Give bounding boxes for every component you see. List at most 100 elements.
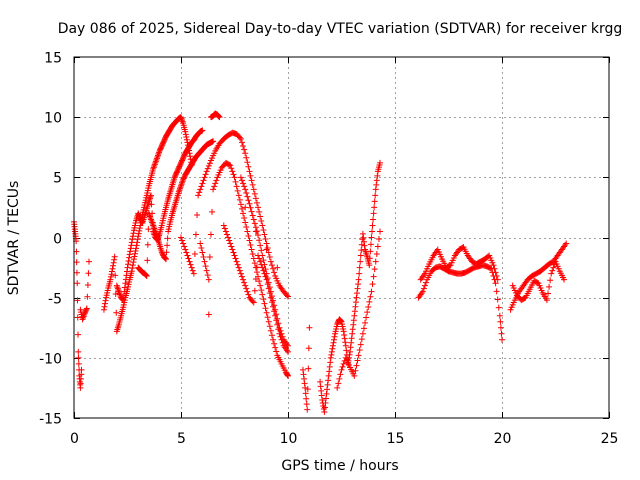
data-point-marker	[268, 293, 275, 300]
data-point-marker	[369, 222, 376, 229]
data-point-marker	[264, 275, 271, 282]
data-point-marker	[197, 186, 204, 193]
data-point-marker	[325, 372, 332, 379]
data-point-marker	[321, 408, 328, 415]
series-arc-h	[237, 174, 291, 349]
x-tick-label: 25	[601, 431, 619, 447]
y-tick-label: 0	[53, 232, 62, 248]
data-point-marker	[253, 199, 260, 206]
data-point-marker	[100, 306, 107, 313]
data-point-marker	[267, 258, 274, 265]
data-point-marker	[367, 241, 374, 248]
data-point-marker	[207, 231, 214, 238]
data-point-marker	[369, 281, 376, 288]
data-point-marker	[328, 351, 335, 358]
data-point-marker	[355, 276, 362, 283]
data-point-marker	[123, 268, 130, 275]
data-point-marker	[206, 254, 213, 261]
data-point-marker	[265, 249, 272, 256]
data-point-marker	[262, 266, 269, 273]
data-point-marker	[265, 279, 272, 286]
data-point-marker	[222, 228, 229, 235]
data-point-marker	[252, 228, 259, 235]
data-point-marker	[252, 195, 259, 202]
data-point-marker	[123, 272, 130, 279]
data-point-marker	[226, 237, 233, 244]
data-point-marker	[256, 255, 263, 262]
data-point-marker	[320, 405, 327, 412]
data-point-marker	[261, 231, 268, 238]
data-point-marker	[210, 186, 217, 193]
data-point-marker	[264, 314, 271, 321]
data-point-marker	[563, 240, 570, 247]
data-point-marker	[238, 139, 245, 146]
data-point-marker	[373, 177, 380, 184]
data-point-marker	[183, 136, 190, 143]
data-point-marker	[370, 210, 377, 217]
data-point-marker	[348, 339, 355, 346]
data-point-marker	[163, 249, 170, 256]
data-point-marker	[198, 245, 205, 252]
data-point-marker	[249, 298, 256, 305]
y-tick-label: 15	[44, 51, 62, 67]
data-point-marker	[347, 348, 354, 355]
data-point-marker	[101, 303, 108, 310]
data-point-marker	[128, 242, 135, 249]
data-point-marker	[257, 282, 264, 289]
data-point-marker	[73, 259, 80, 266]
data-point-marker	[247, 204, 254, 211]
data-point-marker	[192, 231, 199, 238]
data-point-marker	[178, 234, 184, 241]
data-point-marker	[199, 180, 206, 187]
data-point-marker	[130, 230, 137, 237]
data-point-marker	[266, 284, 273, 291]
data-point-marker	[357, 341, 364, 348]
series-arc-o	[509, 258, 568, 304]
data-point-marker	[259, 222, 266, 229]
data-point-marker	[252, 276, 259, 283]
x-tick-label: 20	[494, 431, 512, 447]
data-point-marker	[260, 226, 267, 233]
data-point-marker	[494, 296, 501, 303]
y-tick-label: -10	[39, 352, 62, 368]
data-point-marker	[550, 264, 557, 271]
data-point-marker	[182, 131, 189, 138]
series-arc-j	[299, 159, 384, 415]
data-point-marker	[200, 254, 207, 261]
data-point-marker	[235, 264, 242, 271]
data-point-marker	[229, 168, 236, 175]
data-point-marker	[109, 265, 116, 272]
series-arc-f	[197, 159, 291, 379]
data-point-marker	[257, 242, 264, 249]
data-point-marker	[209, 208, 216, 215]
data-point-marker	[204, 272, 211, 279]
data-point-marker	[237, 135, 244, 142]
data-point-marker	[228, 165, 235, 172]
data-point-marker	[353, 294, 360, 301]
data-point-marker	[227, 162, 234, 169]
data-point-marker	[371, 198, 378, 205]
data-point-marker	[262, 305, 269, 312]
data-point-marker	[356, 264, 363, 271]
data-point-marker	[148, 192, 155, 199]
data-point-marker	[179, 237, 186, 244]
data-point-marker	[227, 240, 234, 247]
data-point-marker	[374, 172, 381, 179]
data-point-marker	[241, 146, 248, 153]
series-arc-b	[113, 127, 206, 304]
data-point-marker	[304, 386, 311, 393]
data-point-marker	[241, 183, 248, 190]
data-point-marker	[354, 290, 361, 297]
data-point-marker	[164, 242, 171, 249]
y-axis-label: SDTVAR / TECUs	[6, 181, 22, 296]
data-point-marker	[248, 246, 255, 253]
data-point-marker	[125, 257, 132, 264]
data-point-marker	[357, 252, 364, 259]
data-point-marker	[198, 183, 205, 190]
data-point-marker	[263, 240, 270, 247]
data-point-marker	[240, 143, 247, 150]
data-point-marker	[136, 227, 143, 234]
data-point-marker	[271, 340, 278, 347]
data-point-marker	[285, 372, 291, 379]
data-point-marker	[258, 247, 265, 254]
